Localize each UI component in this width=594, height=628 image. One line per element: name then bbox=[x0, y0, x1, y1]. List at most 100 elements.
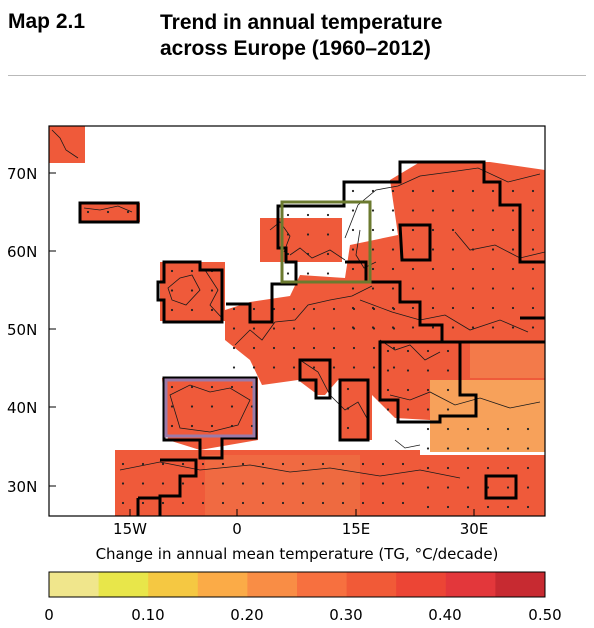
significance-dot bbox=[506, 505, 510, 509]
significance-dot bbox=[411, 248, 415, 251]
significance-dot bbox=[511, 248, 515, 251]
legend-frame bbox=[48, 571, 546, 598]
significance-dot bbox=[86, 210, 90, 214]
significance-dot bbox=[332, 366, 336, 369]
significance-dot bbox=[210, 289, 214, 292]
significance-dot bbox=[372, 366, 376, 369]
significance-dot bbox=[406, 388, 410, 392]
lat-label-40n: 40N bbox=[7, 399, 37, 417]
significance-dot bbox=[351, 306, 355, 310]
significance-dot bbox=[406, 369, 410, 372]
significance-dot bbox=[252, 327, 256, 330]
significance-dot bbox=[446, 486, 450, 489]
significance-dot bbox=[161, 482, 165, 485]
significance-dot bbox=[426, 388, 430, 392]
significance-dot bbox=[371, 287, 375, 290]
significance-dot bbox=[426, 408, 430, 411]
significance-dot bbox=[306, 213, 310, 217]
significance-dot bbox=[352, 366, 356, 369]
significance-dot bbox=[466, 486, 470, 489]
significance-dot bbox=[431, 267, 435, 271]
significance-dot bbox=[411, 189, 415, 193]
significance-dot bbox=[170, 405, 174, 408]
significance-dot bbox=[381, 462, 385, 466]
significance-dot bbox=[451, 306, 455, 310]
significance-dot bbox=[401, 482, 405, 485]
significance-dot bbox=[371, 267, 375, 271]
significance-dot bbox=[181, 462, 185, 466]
significance-dot bbox=[431, 228, 435, 232]
significance-dot bbox=[391, 267, 395, 271]
significance-dot bbox=[491, 228, 495, 232]
significance-dot bbox=[321, 462, 325, 466]
color-legend: Change in annual mean temperature (TG, °… bbox=[44, 545, 561, 624]
significance-dot bbox=[491, 248, 495, 251]
significance-dot bbox=[391, 209, 395, 212]
significance-dot bbox=[332, 346, 336, 350]
significance-dot bbox=[190, 269, 194, 273]
significance-dot bbox=[426, 466, 430, 470]
significance-dot bbox=[506, 466, 510, 470]
significance-dot bbox=[526, 427, 530, 431]
significance-dot bbox=[511, 287, 515, 290]
significance-dot bbox=[426, 505, 430, 509]
significance-dot bbox=[471, 287, 475, 290]
significance-dot bbox=[170, 385, 174, 389]
significance-dot bbox=[261, 482, 265, 485]
significance-dot bbox=[371, 248, 375, 251]
significance-dot bbox=[431, 306, 435, 310]
significance-dot bbox=[170, 424, 174, 428]
significance-dot bbox=[411, 228, 415, 232]
significance-dot bbox=[312, 346, 316, 350]
significance-dot bbox=[391, 189, 395, 193]
significance-dot bbox=[431, 209, 435, 212]
significance-dot bbox=[351, 287, 355, 290]
significance-dot bbox=[531, 326, 535, 329]
significance-dot bbox=[170, 308, 174, 312]
significance-dot bbox=[511, 209, 515, 212]
significance-dot bbox=[511, 189, 515, 193]
significance-dot bbox=[386, 388, 390, 392]
significance-dot bbox=[281, 462, 285, 466]
significance-dot bbox=[381, 501, 385, 505]
significance-dot bbox=[326, 213, 330, 217]
lon-label-30e: 30E bbox=[460, 520, 489, 538]
significance-dot bbox=[141, 462, 145, 466]
significance-dot bbox=[531, 209, 535, 212]
significance-dot bbox=[406, 408, 410, 411]
legend-tick-0-40: 0.40 bbox=[428, 606, 461, 624]
significance-dot bbox=[306, 272, 310, 275]
significance-dot bbox=[306, 233, 310, 236]
significance-dot bbox=[292, 327, 296, 330]
significance-dot bbox=[381, 482, 385, 485]
longitude-axis: 15W 0 15E 30E bbox=[113, 509, 488, 538]
significance-dot bbox=[451, 326, 455, 329]
significance-dot bbox=[292, 346, 296, 350]
significance-dot bbox=[170, 289, 174, 292]
significance-dot bbox=[272, 346, 276, 350]
significance-dot bbox=[321, 482, 325, 485]
significance-dot bbox=[312, 366, 316, 369]
legend-tick-0-20: 0.20 bbox=[230, 606, 263, 624]
significance-dot bbox=[141, 482, 145, 485]
significance-dot bbox=[210, 308, 214, 312]
significance-dot bbox=[232, 346, 236, 350]
lon-label-15w: 15W bbox=[113, 520, 147, 538]
significance-dot bbox=[371, 306, 375, 310]
legend-tick-0: 0 bbox=[44, 606, 54, 624]
significance-dot bbox=[372, 346, 376, 350]
significance-dot bbox=[201, 462, 205, 466]
significance-dot bbox=[210, 424, 214, 428]
map-title-line2: across Europe (1960–2012) bbox=[160, 37, 431, 60]
significance-dot bbox=[351, 209, 355, 212]
map-title-line1: Trend in annual temperature bbox=[160, 11, 443, 34]
significance-dot bbox=[466, 466, 470, 470]
significance-dot bbox=[346, 407, 350, 410]
significance-dot bbox=[471, 189, 475, 193]
significance-dot bbox=[466, 505, 470, 509]
significance-dot bbox=[431, 287, 435, 290]
significance-dot bbox=[312, 307, 316, 311]
legend-swatch bbox=[346, 572, 397, 597]
significance-dot bbox=[411, 306, 415, 310]
significance-dot bbox=[446, 388, 450, 392]
